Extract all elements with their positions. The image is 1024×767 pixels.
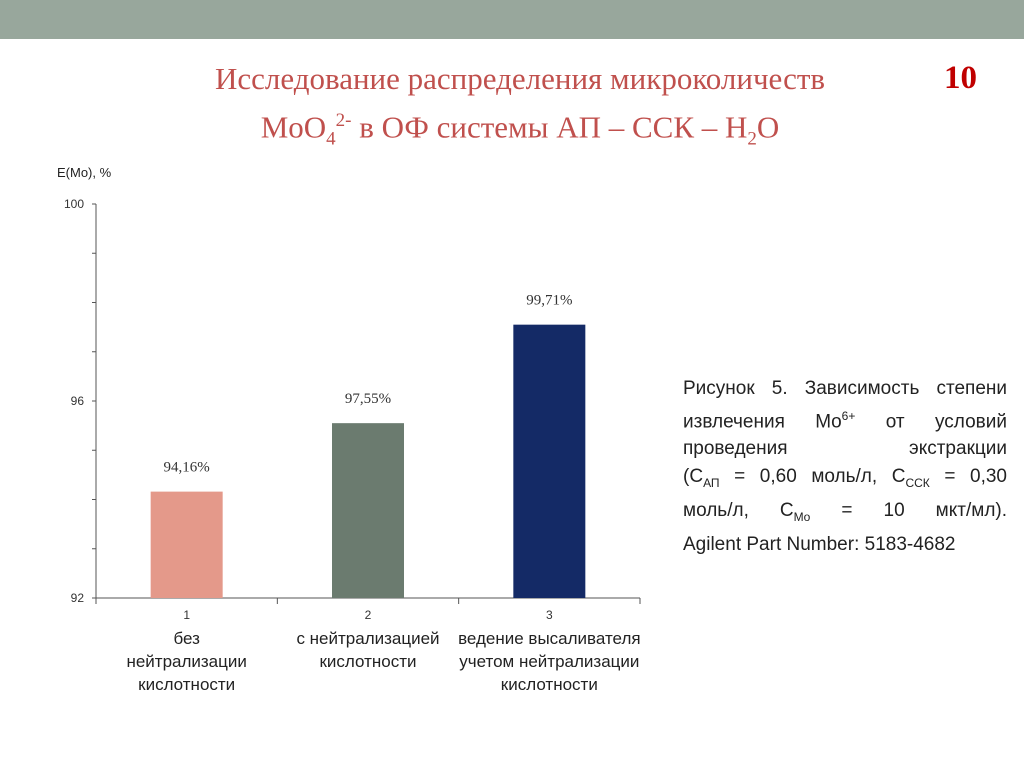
category-number-1: 1 (183, 608, 190, 622)
data-label-3: 99,71% (526, 293, 572, 309)
data-label-2: 97,55% (345, 391, 391, 407)
caption-line-6: Agilent Part Number: 5183-4682 (683, 534, 956, 556)
data-label-1: 94,16% (164, 460, 210, 476)
category-label-1-line-1: без (173, 629, 200, 648)
figure-caption: Рисунок 5. Зависимость степени извлечени… (683, 375, 1007, 559)
caption-line-3: проведения экстракции (683, 438, 1007, 460)
caption-line-1: Рисунок 5. Зависимость степени (683, 378, 1007, 399)
category-label-3-line-3: кислотности (501, 675, 598, 694)
category-number-2: 2 (365, 608, 372, 622)
bar-1 (150, 491, 223, 598)
caption-line-2: извлечения Mo6+ от условий (683, 408, 1007, 432)
slide-number: 10 (944, 60, 977, 96)
caption-line-4: (САП = 0,60 моль/л, СССК = 0,30 (683, 465, 1007, 490)
category-label-1-line-2: нейтрализации (126, 652, 246, 671)
bar-chart: E(Mo), % 92 96 100 94,16% 1 без нейтрализации к… (57, 165, 641, 694)
category-label-2-line-2: кислотности (319, 652, 416, 671)
bar-3 (513, 324, 586, 598)
title-line-1: Исследование распределения микроколичест… (214, 61, 826, 96)
y-tick-label: 92 (71, 591, 85, 605)
category-label-1-line-3: кислотности (138, 675, 235, 694)
top-bar (0, 0, 1024, 39)
category-number-3: 3 (546, 608, 553, 622)
category-label-3-line-1: ведение высаливателя (458, 629, 641, 648)
y-tick-label: 100 (64, 197, 84, 211)
caption-line-5: моль/л, СMo = 10 мкт/мл). (683, 500, 1008, 524)
bar-2 (332, 423, 404, 598)
y-tick-label: 96 (71, 394, 85, 408)
title-line-2: MoO42- в ОФ системы АП – ССК – H2O (260, 109, 780, 150)
slide-title: Исследование распределения микроколичест… (100, 58, 940, 161)
category-label-2-line-1: с нейтрализацией (296, 629, 439, 648)
y-axis-label: E(Mo), % (57, 165, 112, 180)
category-label-3-line-2: учетом нейтрализации (459, 652, 639, 671)
